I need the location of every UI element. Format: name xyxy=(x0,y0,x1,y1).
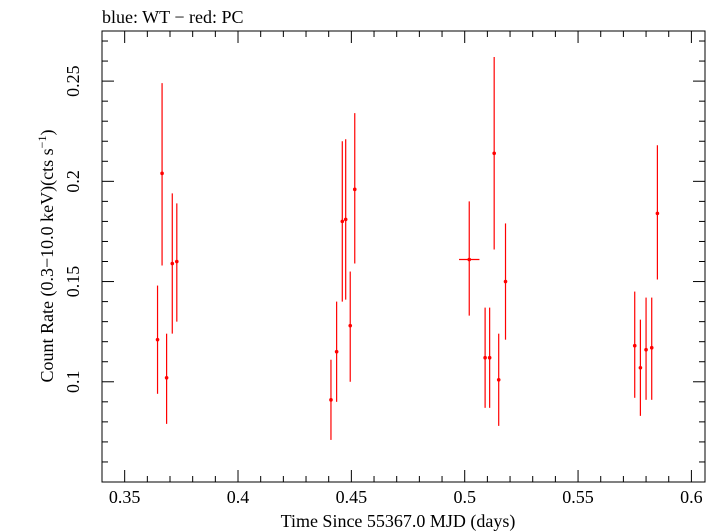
data-point xyxy=(170,193,175,334)
y-axis-label-main: Count Rate (0.3−10.0 keV)(cts s xyxy=(37,148,58,382)
y-tick-label: 0.1 xyxy=(63,371,83,394)
data-point xyxy=(649,297,654,400)
point-marker xyxy=(164,375,169,380)
y-tick-label: 0.25 xyxy=(63,65,83,97)
data-point xyxy=(638,319,643,416)
point-marker xyxy=(175,259,179,264)
y-axis-tick-labels: 0.1 0.15 0.2 0.25 xyxy=(63,65,83,393)
point-marker xyxy=(655,211,660,216)
chart-title: blue: WT − red: PC xyxy=(102,7,243,27)
point-marker xyxy=(343,217,348,222)
data-points xyxy=(155,57,660,440)
x-tick-label: 0.55 xyxy=(562,487,594,507)
x-tick-label: 0.5 xyxy=(453,487,476,507)
point-marker xyxy=(348,323,353,328)
x-axis-tick-labels: 0.35 0.4 0.45 0.5 0.55 0.6 xyxy=(109,487,703,507)
point-marker xyxy=(160,171,164,176)
point-marker xyxy=(492,151,496,156)
data-point xyxy=(459,201,480,316)
x-tick-label: 0.35 xyxy=(109,487,141,507)
data-point xyxy=(503,223,508,340)
data-point xyxy=(492,57,496,250)
data-point xyxy=(160,83,164,266)
data-point xyxy=(487,307,492,408)
data-point xyxy=(348,271,353,382)
data-point xyxy=(175,203,179,322)
y-axis-label-superscript: −1 xyxy=(35,136,49,149)
x-axis-ticks xyxy=(101,31,692,482)
point-marker xyxy=(487,355,492,360)
data-point xyxy=(496,333,501,426)
point-marker xyxy=(503,279,508,284)
point-marker xyxy=(649,345,654,350)
y-tick-label: 0.15 xyxy=(63,266,83,298)
data-point xyxy=(340,141,345,302)
x-tick-label: 0.4 xyxy=(227,487,250,507)
data-point xyxy=(632,291,637,398)
x-tick-label: 0.6 xyxy=(680,487,703,507)
data-point xyxy=(155,285,160,394)
plot-frame xyxy=(101,30,706,483)
data-point xyxy=(352,113,357,264)
point-marker xyxy=(352,187,357,192)
point-marker xyxy=(496,377,501,382)
point-marker xyxy=(638,365,643,370)
point-marker xyxy=(155,337,160,342)
data-point xyxy=(329,359,333,440)
x-tick-label: 0.45 xyxy=(336,487,368,507)
data-point xyxy=(343,139,348,300)
point-marker xyxy=(170,261,175,266)
data-point xyxy=(644,297,648,400)
point-marker xyxy=(483,355,487,360)
data-point xyxy=(655,145,660,280)
data-point xyxy=(334,301,339,402)
y-axis-label-close: ) xyxy=(37,130,58,136)
point-marker xyxy=(329,398,333,402)
x-axis-label: Time Since 55367.0 MJD (days) xyxy=(281,511,516,532)
point-marker xyxy=(467,257,472,262)
y-axis-label: Count Rate (0.3−10.0 keV)(cts s−1) xyxy=(35,130,58,383)
point-marker xyxy=(334,349,339,354)
data-point xyxy=(164,333,169,424)
y-axis-ticks xyxy=(102,40,705,483)
point-marker xyxy=(632,343,637,348)
y-tick-label: 0.2 xyxy=(63,170,83,193)
data-point xyxy=(483,307,487,408)
point-marker xyxy=(340,219,345,224)
point-marker xyxy=(644,347,648,352)
